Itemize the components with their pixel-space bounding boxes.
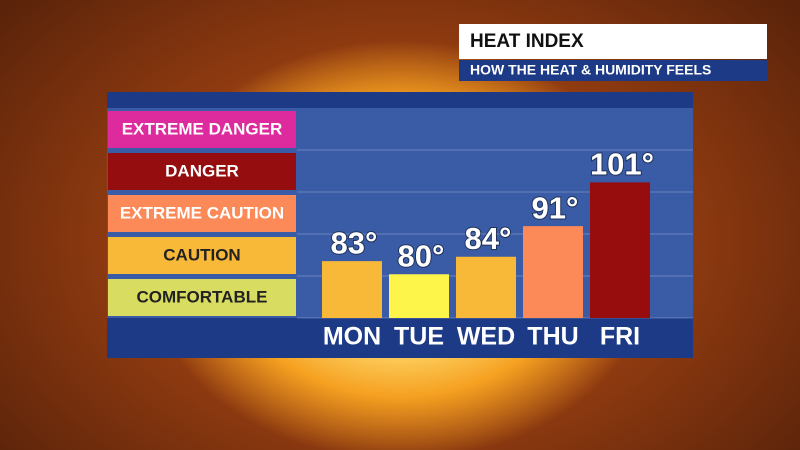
- band-label: EXTREME DANGER: [122, 119, 283, 138]
- bar: [389, 274, 449, 318]
- x-tick-label: WED: [457, 323, 515, 351]
- x-tick-label: MON: [323, 323, 381, 351]
- band-label: CAUTION: [163, 245, 240, 264]
- band-swatch: [108, 111, 296, 148]
- band-swatch: [108, 195, 296, 232]
- value-label: 83°: [331, 225, 378, 260]
- chart-title: HEAT INDEX: [470, 31, 584, 52]
- band-label: EXTREME CAUTION: [120, 203, 284, 222]
- day-strip: [107, 318, 693, 358]
- value-label: 84°: [465, 221, 512, 256]
- chart-subtitle: HOW THE HEAT & HUMIDITY FEELS: [470, 62, 711, 78]
- title-box: [459, 24, 767, 59]
- band-swatch: [108, 237, 296, 274]
- band-swatch: [108, 153, 296, 190]
- bar: [322, 261, 382, 318]
- value-label: 101°: [590, 147, 654, 182]
- x-tick-label: TUE: [394, 323, 444, 351]
- x-tick-label: FRI: [600, 323, 640, 351]
- panel-header: [107, 92, 693, 108]
- value-label: 80°: [398, 238, 445, 273]
- subtitle-box: [459, 60, 767, 81]
- band-label: DANGER: [165, 161, 239, 180]
- band-swatch: [108, 279, 296, 316]
- band-label: COMFORTABLE: [137, 287, 268, 306]
- value-label: 91°: [532, 190, 579, 225]
- bar: [523, 226, 583, 318]
- x-tick-label: THU: [527, 323, 578, 351]
- bar: [456, 256, 516, 318]
- bar: [590, 182, 650, 318]
